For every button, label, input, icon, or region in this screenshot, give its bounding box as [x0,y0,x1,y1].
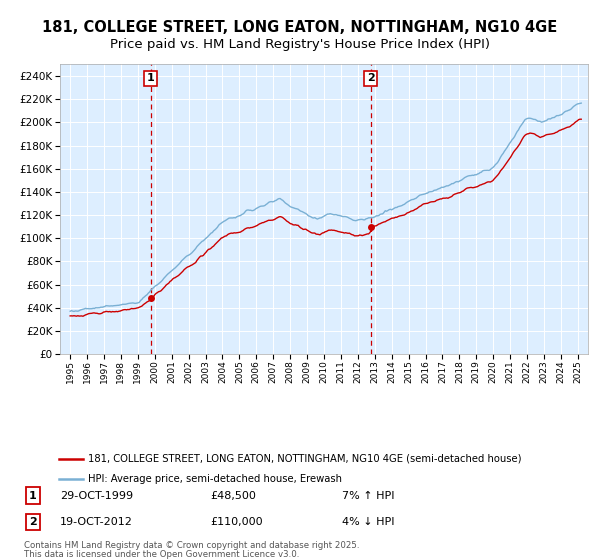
Text: 2: 2 [367,73,374,83]
Text: 1: 1 [29,491,37,501]
Text: 7% ↑ HPI: 7% ↑ HPI [342,491,395,501]
Text: 181, COLLEGE STREET, LONG EATON, NOTTINGHAM, NG10 4GE: 181, COLLEGE STREET, LONG EATON, NOTTING… [43,20,557,35]
Text: 29-OCT-1999: 29-OCT-1999 [60,491,133,501]
Text: £110,000: £110,000 [210,517,263,527]
Text: £48,500: £48,500 [210,491,256,501]
Text: 2: 2 [29,517,37,527]
Text: HPI: Average price, semi-detached house, Erewash: HPI: Average price, semi-detached house,… [88,474,343,484]
Text: Price paid vs. HM Land Registry's House Price Index (HPI): Price paid vs. HM Land Registry's House … [110,38,490,51]
Text: 1: 1 [146,73,154,83]
Text: Contains HM Land Registry data © Crown copyright and database right 2025.: Contains HM Land Registry data © Crown c… [24,541,359,550]
Text: 4% ↓ HPI: 4% ↓ HPI [342,517,395,527]
Text: This data is licensed under the Open Government Licence v3.0.: This data is licensed under the Open Gov… [24,550,299,559]
Text: 181, COLLEGE STREET, LONG EATON, NOTTINGHAM, NG10 4GE (semi-detached house): 181, COLLEGE STREET, LONG EATON, NOTTING… [88,454,522,464]
Text: 19-OCT-2012: 19-OCT-2012 [60,517,133,527]
